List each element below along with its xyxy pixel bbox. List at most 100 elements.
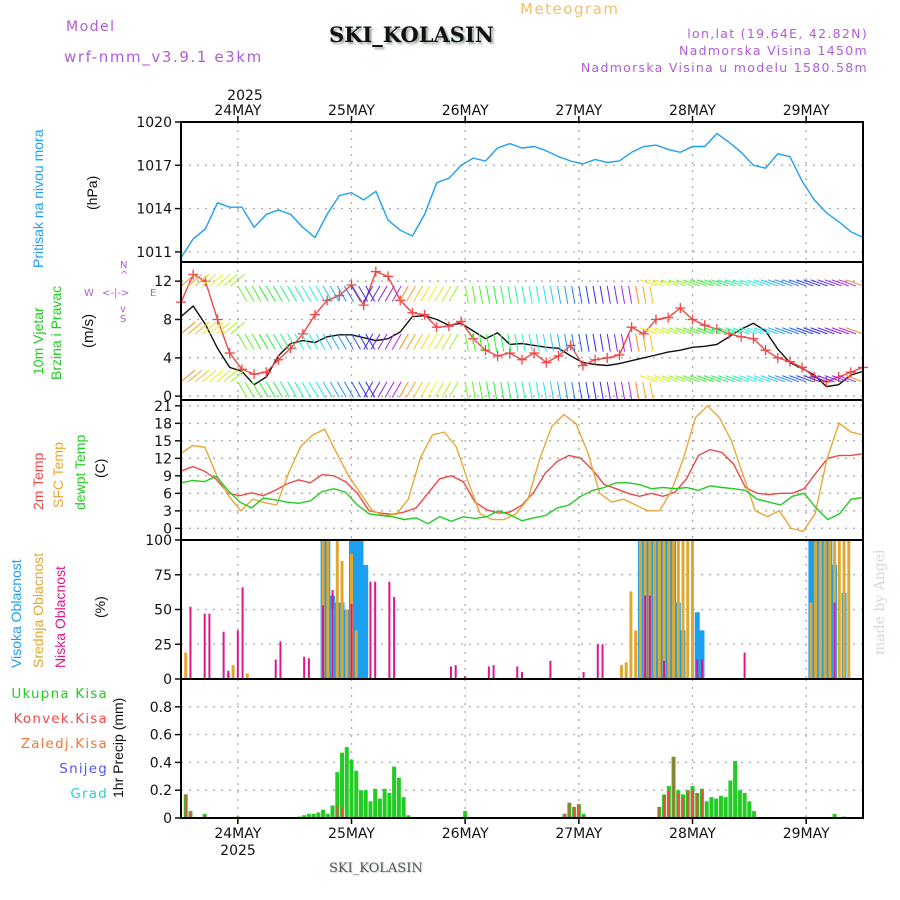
wind-arrow <box>639 375 658 383</box>
wind-arrow <box>485 285 491 304</box>
compass-arrow-up: ^ <box>120 270 129 281</box>
y-tick-label: 1014 <box>136 202 172 218</box>
wind-arrow <box>294 285 305 302</box>
gust-marker <box>309 309 320 320</box>
bar-niska-oblacnost <box>388 581 391 679</box>
wind-arrow <box>448 333 459 350</box>
wind-arrow <box>180 369 196 383</box>
wind-arrow <box>767 279 786 287</box>
bar-srednja-oblacnost <box>629 591 633 679</box>
bar-srednja-oblacnost <box>619 665 623 679</box>
bar-srednja-oblacnost <box>667 540 671 679</box>
bar-srednja-oblacnost <box>662 540 666 679</box>
bar-ukupna-kisa <box>363 790 368 818</box>
wind-arrow <box>599 333 604 352</box>
compass-s: S <box>120 314 127 325</box>
gust-marker <box>614 349 625 360</box>
wind-arrow <box>329 285 340 302</box>
bar-niska-oblacnost <box>369 581 372 679</box>
bar-konvek-kisa <box>203 815 206 818</box>
bar-ukupna-kisa <box>302 815 307 818</box>
wind-arrow <box>187 369 203 383</box>
wind-arrow <box>675 375 693 383</box>
wind-arrow <box>420 333 431 350</box>
wind-arrow <box>398 333 409 350</box>
bar-ukupna-kisa <box>728 780 733 818</box>
wind-arrow <box>209 369 224 383</box>
wind-arrow <box>363 333 374 350</box>
wind-arrow <box>493 333 498 352</box>
wind-arrow <box>363 285 374 302</box>
y-tick-label: 1017 <box>136 158 172 174</box>
wind-arrow <box>528 333 533 352</box>
wind-arrow <box>831 375 849 383</box>
bar-konvek-kisa <box>672 756 675 818</box>
wind-arrow <box>838 327 857 335</box>
wind-arrow <box>557 333 562 352</box>
y-tick-label: 12 <box>154 274 172 290</box>
wind-arrow <box>646 279 665 287</box>
bar-ukupna-kisa <box>349 759 354 818</box>
wind-arrow <box>514 333 519 352</box>
wind-arrow <box>781 279 800 287</box>
credit-label: made by Angel <box>872 549 888 656</box>
wind-arrow <box>703 375 722 383</box>
bottom-day-label: 25MAY <box>328 826 375 842</box>
legend-hail: Grad <box>70 786 108 802</box>
bar-niska-oblacnost <box>516 666 519 679</box>
wind-arrow <box>675 279 693 287</box>
wind-arrow <box>521 333 526 352</box>
bar-niska-oblacnost <box>331 590 334 679</box>
bar-visoka-oblacnost <box>699 630 705 679</box>
wind-arrow <box>739 327 757 335</box>
gust-marker <box>358 300 369 311</box>
wind-arrow <box>718 375 736 383</box>
wind-arrow <box>322 333 333 350</box>
wind-arrow <box>329 381 340 398</box>
wind-arrow <box>613 381 618 400</box>
wind-arrow <box>746 327 764 335</box>
bar-konvek-kisa <box>341 808 344 818</box>
wind-arrow <box>194 274 210 287</box>
wind-arrow <box>585 381 590 400</box>
bar-ukupna-kisa <box>714 798 719 818</box>
bar-srednja-oblacnost <box>847 540 851 679</box>
wind-arrow <box>365 381 376 398</box>
wind-arrow <box>336 333 347 350</box>
wind-arrow <box>703 327 722 335</box>
footer-station: SKI_KOLASIN <box>329 861 423 876</box>
wind-arrow <box>571 333 576 352</box>
top-day-label: 24MAY <box>214 103 261 119</box>
wind-arrow <box>194 369 210 383</box>
wind-arrow <box>753 375 771 383</box>
wind-arrow <box>725 279 743 287</box>
bar-konvek-kisa <box>658 806 661 818</box>
wind-arrow <box>507 285 512 304</box>
wind-arrow <box>365 285 376 302</box>
bar-srednja-oblacnost <box>354 630 358 679</box>
y-tick-label: 100 <box>145 533 172 549</box>
bar-ukupna-kisa <box>733 761 738 818</box>
wind-arrow <box>308 381 319 398</box>
wind-arrow <box>258 333 269 350</box>
wind-arrow <box>760 375 778 383</box>
wind-arrow <box>668 279 686 287</box>
wind-arrow <box>767 327 786 335</box>
wind-arrow <box>620 285 626 304</box>
y-tick-label: 0.8 <box>150 700 172 716</box>
wind-arrow <box>406 381 416 398</box>
wind-arrow <box>265 285 276 302</box>
bar-niska-oblacnost <box>487 666 490 679</box>
wind-arrow <box>464 381 469 400</box>
gust-marker <box>443 321 454 332</box>
meteogram-label: Meteogram <box>520 0 620 18</box>
bar-konvek-kisa <box>563 813 566 818</box>
wind-arrow <box>280 381 290 398</box>
wind-arrow <box>542 285 547 304</box>
wind-arrow <box>620 381 626 400</box>
wind-arrow <box>434 381 445 398</box>
bar-konvek-kisa <box>568 802 571 818</box>
wind-arrow <box>301 333 312 350</box>
wind-arrow <box>384 381 395 398</box>
bar-konvek-kisa <box>577 804 580 818</box>
